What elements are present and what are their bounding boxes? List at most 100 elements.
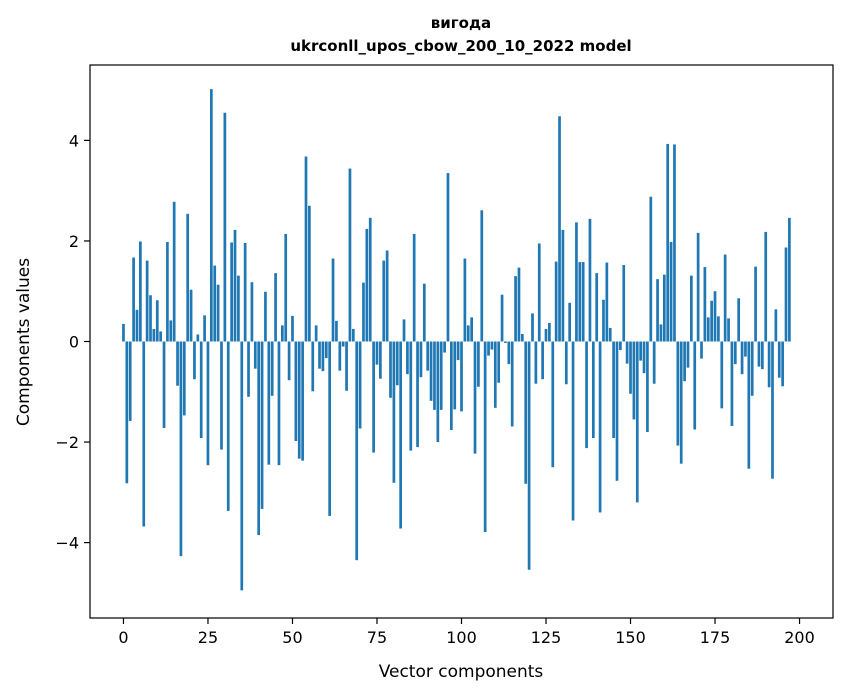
bar: [422, 283, 426, 342]
bar: [351, 328, 355, 342]
bar: [477, 341, 480, 387]
bar: [223, 112, 227, 342]
bar: [527, 341, 531, 570]
bar: [280, 325, 284, 342]
bar: [595, 273, 599, 342]
bar: [206, 341, 210, 466]
bar: [358, 341, 362, 429]
bar: [443, 341, 446, 353]
bar: [500, 294, 504, 342]
bar: [585, 341, 588, 449]
bar: [686, 341, 690, 368]
bar: [497, 341, 501, 383]
bar: [362, 282, 365, 342]
bar: [122, 323, 125, 342]
bar: [649, 196, 653, 342]
bar: [304, 156, 308, 342]
bar: [710, 300, 713, 342]
bar: [781, 341, 784, 387]
bar: [598, 341, 602, 513]
bar: [608, 327, 612, 342]
bar: [646, 341, 649, 432]
bar: [250, 282, 254, 342]
bar: [409, 341, 413, 451]
bar: [264, 291, 267, 342]
bar: [744, 341, 747, 357]
bar: [612, 341, 615, 439]
bar: [537, 243, 541, 342]
bar: [450, 341, 453, 430]
y-axis-ticks: −4 −2 0 2 4: [55, 131, 90, 553]
bar: [240, 341, 244, 591]
bar: [139, 241, 142, 342]
bar: [230, 242, 233, 342]
bar: [531, 313, 534, 342]
bar: [483, 341, 487, 533]
bar: [267, 341, 271, 465]
bar: [730, 341, 734, 426]
bar: [517, 267, 521, 342]
bar: [740, 341, 744, 375]
x-tick-label: 100: [446, 628, 477, 647]
bar: [713, 291, 717, 342]
x-axis-label: Vector components: [379, 662, 544, 682]
bar: [416, 341, 419, 448]
bar: [433, 341, 436, 410]
bar: [253, 341, 257, 369]
bar: [652, 341, 656, 384]
bar: [473, 341, 477, 454]
bar: [679, 341, 683, 464]
bar: [493, 341, 497, 408]
bar: [480, 210, 484, 342]
bar: [291, 315, 294, 342]
bar: [544, 328, 548, 342]
bar: [754, 266, 757, 342]
bar: [659, 324, 663, 342]
bar: [186, 213, 190, 342]
bar: [463, 258, 467, 342]
bar: [706, 317, 710, 342]
bar: [145, 260, 149, 342]
bar: [203, 315, 206, 342]
bar: [169, 320, 173, 342]
bar: [767, 341, 771, 388]
bar: [392, 341, 396, 483]
bar: [142, 341, 146, 527]
bar: [700, 341, 703, 359]
bar: [669, 241, 673, 342]
bar: [788, 217, 791, 342]
bar: [696, 232, 700, 342]
bar: [132, 257, 135, 342]
bar: [632, 341, 636, 420]
bar: [389, 341, 392, 398]
bar: [284, 233, 288, 342]
bar: [260, 341, 264, 509]
bar: [176, 341, 179, 386]
bar: [345, 341, 348, 391]
bar: [548, 322, 551, 342]
bar: [561, 229, 565, 342]
bar: [412, 233, 416, 342]
bar: [453, 341, 457, 410]
bar: [125, 341, 129, 484]
bar: [335, 320, 338, 342]
bar: [588, 218, 592, 342]
bar: [216, 284, 220, 342]
bar: [683, 341, 686, 382]
bar: [656, 279, 659, 342]
bar: [564, 341, 568, 385]
bar: [311, 341, 315, 392]
bar: [615, 341, 619, 481]
x-axis-ticks: 0 25 50 75 100 125 150 175 200: [118, 618, 815, 647]
bar: [155, 300, 159, 342]
bar: [460, 341, 463, 412]
bar: [314, 325, 318, 342]
bar: [226, 341, 230, 511]
bar: [379, 341, 382, 379]
bar: [676, 341, 680, 446]
bar: [220, 341, 223, 450]
bar: [568, 302, 572, 342]
bar: [395, 341, 399, 386]
chart-subtitle: ukrconll_upos_cbow_200_10_2022 model: [290, 37, 631, 55]
